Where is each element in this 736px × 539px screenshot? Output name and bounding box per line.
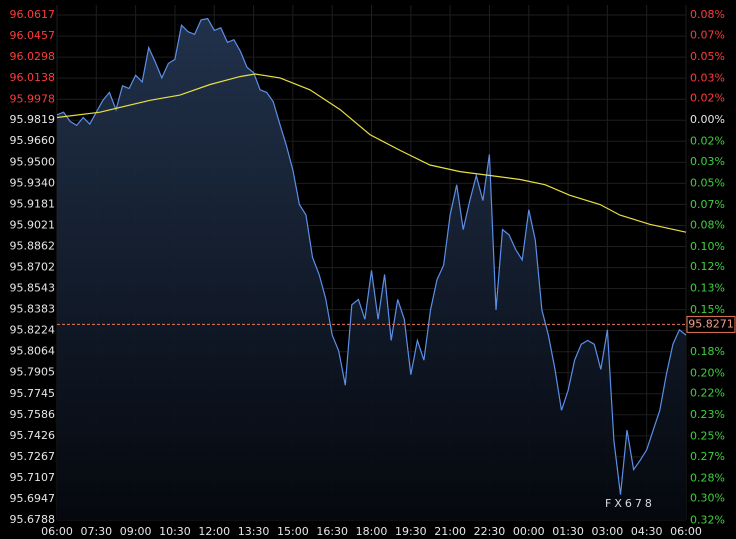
line — [56, 73, 687, 233]
y-tick-label: 95.8224 — [10, 324, 56, 337]
y-tick-label: 95.6947 — [10, 492, 56, 505]
y-tick-label: 95.9819 — [10, 113, 56, 126]
x-tick-label: 04:30 — [631, 525, 663, 538]
y-tick-label: 95.7267 — [10, 450, 56, 463]
y-tick-label: 95.9660 — [10, 134, 56, 147]
y2-tick-label: 0.02% — [690, 92, 725, 105]
y-tick-label: 96.0457 — [10, 29, 56, 42]
y2-tick-label: 0.00% — [690, 113, 725, 126]
y2-tick-label: 0.12% — [690, 260, 725, 273]
y2-tick-label: 0.07% — [690, 198, 725, 211]
y-tick-label: 95.8543 — [10, 282, 56, 295]
y2-tick-label: 0.22% — [690, 387, 725, 400]
x-tick-label: 06:00 — [41, 525, 73, 538]
y2-tick-label: 0.08% — [690, 8, 725, 21]
x-tick-label: 13:30 — [238, 525, 270, 538]
x-tick-label: 18:00 — [356, 525, 388, 538]
x-tick-label: 01:30 — [552, 525, 584, 538]
y2-tick-label: 0.10% — [690, 240, 725, 253]
y-tick-label: 95.6788 — [10, 513, 56, 526]
y2-tick-label: 0.03% — [690, 71, 725, 84]
y-tick-label: 95.8383 — [10, 303, 56, 316]
x-tick-label: 12:00 — [198, 525, 230, 538]
y2-tick-label: 0.27% — [690, 450, 725, 463]
y2-tick-label: 0.02% — [690, 135, 725, 148]
x-tick-label: 10:30 — [159, 525, 191, 538]
x-tick-label: 00:00 — [513, 525, 545, 538]
y2-tick-label: 0.18% — [690, 345, 725, 358]
y-tick-label: 96.0617 — [10, 8, 56, 21]
x-tick-label: 22:30 — [474, 525, 506, 538]
x-tick-label: 19:30 — [395, 525, 427, 538]
y2-tick-label: 0.30% — [690, 492, 725, 505]
current-price-label: 95.8271 — [688, 317, 734, 330]
y-tick-label: 95.8862 — [10, 239, 56, 252]
y-tick-label: 95.9978 — [10, 92, 56, 105]
y2-tick-label: 0.23% — [690, 408, 725, 421]
y-tick-label: 95.7745 — [10, 387, 56, 400]
y-tick-label: 95.7905 — [10, 366, 56, 379]
x-tick-label: 21:00 — [434, 525, 466, 538]
y2-tick-label: 0.32% — [690, 513, 725, 526]
y2-tick-label: 0.08% — [690, 218, 725, 231]
watermark: FX678 — [605, 497, 655, 510]
x-tick-label: 16:30 — [316, 525, 348, 538]
y-tick-label: 95.7586 — [10, 408, 56, 421]
y2-tick-label: 0.20% — [690, 366, 725, 379]
y-tick-label: 95.7107 — [10, 471, 56, 484]
y-tick-label: 95.9500 — [10, 155, 56, 168]
line — [56, 17, 687, 495]
x-tick-label: 03:00 — [592, 525, 624, 538]
y-tick-label: 96.0298 — [10, 50, 56, 63]
y2-tick-label: 0.05% — [690, 50, 725, 63]
y2-tick-label: 0.13% — [690, 282, 725, 295]
y2-tick-label: 0.05% — [690, 177, 725, 190]
current-price-box — [686, 315, 736, 333]
y-tick-label: 95.8064 — [10, 345, 56, 358]
area — [57, 18, 686, 520]
y-tick-label: 95.9181 — [10, 197, 56, 210]
y2-tick-label: 0.28% — [690, 471, 725, 484]
y-tick-label: 95.7426 — [10, 429, 56, 442]
y2-tick-label: 0.03% — [690, 155, 725, 168]
x-tick-label: 15:00 — [277, 525, 309, 538]
y2-tick-label: 0.07% — [690, 28, 725, 41]
y2-tick-label: 0.25% — [690, 430, 725, 443]
y2-tick-label: 0.15% — [690, 303, 725, 316]
x-tick-label: 06:00 — [670, 525, 702, 538]
y-tick-label: 95.9021 — [10, 218, 56, 231]
y-tick-label: 96.0138 — [10, 71, 56, 84]
x-tick-label: 09:00 — [120, 525, 152, 538]
y-tick-label: 95.9340 — [10, 176, 56, 189]
y-tick-label: 95.8702 — [10, 261, 56, 274]
x-tick-label: 07:30 — [80, 525, 112, 538]
